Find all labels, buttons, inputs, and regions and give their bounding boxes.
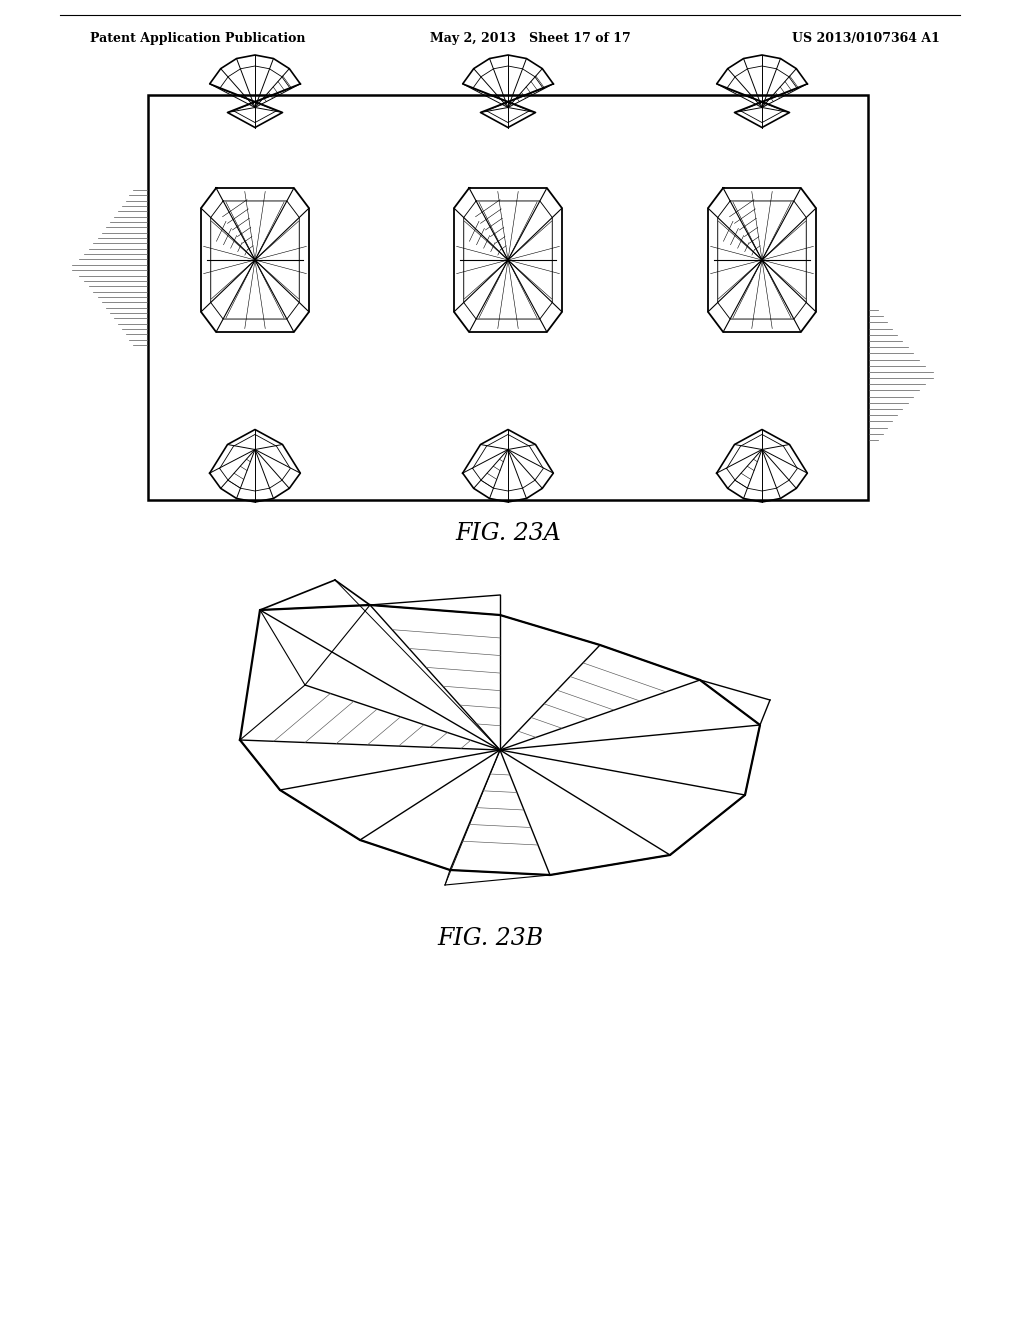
Text: US 2013/0107364 A1: US 2013/0107364 A1 [793,32,940,45]
Text: FIG. 23A: FIG. 23A [455,521,561,545]
Bar [148,95,868,500]
Text: May 2, 2013   Sheet 17 of 17: May 2, 2013 Sheet 17 of 17 [430,32,631,45]
Text: Patent Application Publication: Patent Application Publication [90,32,305,45]
Text: FIG. 23B: FIG. 23B [437,927,543,950]
